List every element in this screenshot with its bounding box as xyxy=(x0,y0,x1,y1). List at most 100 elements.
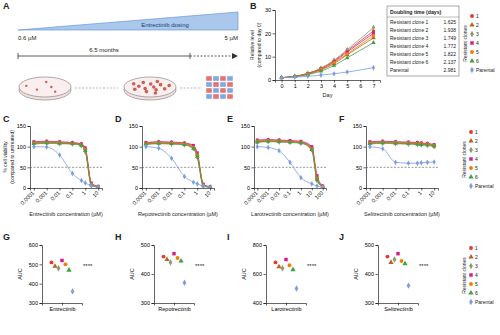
point xyxy=(394,141,397,147)
tick-mark xyxy=(323,188,324,191)
tick-label: 0 xyxy=(359,185,362,191)
tick: 0.0001 xyxy=(355,188,371,206)
point xyxy=(267,145,270,151)
tick-label: 0.0001 xyxy=(19,190,35,206)
tick: 0.001 xyxy=(370,188,384,204)
point xyxy=(315,177,320,181)
axis: 0.00010.0010.010.1110 xyxy=(131,188,214,206)
tick-label: 300 xyxy=(141,300,150,306)
legend-symbol xyxy=(469,246,473,250)
point xyxy=(416,142,419,145)
tick-label: 600 xyxy=(253,271,262,277)
point xyxy=(178,258,183,263)
series-line xyxy=(257,147,322,188)
series-line xyxy=(146,143,210,187)
point xyxy=(319,69,324,73)
point xyxy=(426,143,429,146)
panel-label: G xyxy=(3,232,10,242)
y-axis-title: (compared to untreated) xyxy=(9,130,15,184)
table-cell: Resistant clone 4 xyxy=(390,43,429,49)
tick-mark xyxy=(376,303,379,304)
tick-label: 0 xyxy=(247,185,250,191)
point xyxy=(192,146,195,152)
dish-arrow xyxy=(180,88,202,89)
legend-symbol xyxy=(469,263,473,269)
tick-mark xyxy=(140,126,143,127)
plate-well xyxy=(213,88,219,93)
legend-label: Parental xyxy=(475,299,494,305)
panel-label: D xyxy=(115,114,122,124)
tick-label: 300 xyxy=(29,300,38,306)
tick-mark xyxy=(146,188,147,191)
tick-mark xyxy=(268,188,269,191)
axis: 01234567 xyxy=(276,80,381,89)
point xyxy=(393,256,397,262)
point xyxy=(183,142,186,145)
point xyxy=(57,265,61,271)
cell xyxy=(141,81,145,85)
tick-label: 10 xyxy=(203,190,212,199)
tick-label: 1 xyxy=(294,83,297,89)
tick-label: 400 xyxy=(365,271,374,277)
series-line xyxy=(34,142,98,187)
point xyxy=(345,55,350,59)
tick-mark xyxy=(252,167,255,168)
plate-well xyxy=(220,76,226,81)
series-line xyxy=(146,147,210,188)
plate-well xyxy=(213,94,219,99)
plot-area xyxy=(50,259,75,295)
legend-label: 1 xyxy=(475,129,478,135)
point xyxy=(183,142,186,148)
point xyxy=(394,160,397,166)
tick-label: 50 xyxy=(132,165,138,171)
point xyxy=(209,184,212,188)
point xyxy=(267,139,270,145)
legend-label: Parental xyxy=(475,183,494,189)
tick: 400 xyxy=(29,281,42,287)
point xyxy=(420,142,423,145)
axis: 300400500600 xyxy=(29,242,43,306)
tick: 10 xyxy=(203,188,212,198)
legend-symbol xyxy=(470,14,474,18)
tick-label: Entrectinib xyxy=(50,306,76,312)
point xyxy=(277,148,280,154)
legend-label: 5 xyxy=(476,49,479,55)
tick-mark xyxy=(252,188,255,189)
tick: 0 xyxy=(23,185,30,191)
point xyxy=(293,73,296,79)
point xyxy=(306,73,309,79)
legend-symbol xyxy=(469,183,473,189)
tick-label: 50 xyxy=(244,165,250,171)
tick-mark xyxy=(85,188,86,191)
tick: 20 xyxy=(265,31,275,37)
tick: 7 xyxy=(372,80,375,89)
tick: 500 xyxy=(365,242,378,248)
tick: 150 xyxy=(129,123,142,129)
point xyxy=(416,142,419,148)
cell xyxy=(167,84,171,88)
point xyxy=(432,144,435,147)
timeline xyxy=(18,56,190,57)
point xyxy=(381,146,384,152)
point xyxy=(426,160,429,166)
plate-well xyxy=(220,88,226,93)
tick: 10 xyxy=(427,188,436,198)
tick: 0 xyxy=(135,185,142,191)
table-cell: Resistant clone 6 xyxy=(390,59,429,65)
series-line xyxy=(257,141,322,187)
point xyxy=(381,140,384,143)
cell xyxy=(159,83,163,87)
point xyxy=(432,144,437,148)
legend-symbol xyxy=(470,50,474,54)
axis-line xyxy=(264,246,267,304)
tick-mark xyxy=(152,274,155,275)
point xyxy=(394,141,397,144)
chart: 010203001234567 xyxy=(265,7,381,89)
point xyxy=(381,141,384,144)
point xyxy=(407,142,410,145)
point xyxy=(44,140,49,144)
axis-line xyxy=(364,127,367,189)
legend-label: 5 xyxy=(475,165,478,171)
tick-label: 10 xyxy=(91,190,100,199)
axis: 300400500 xyxy=(365,242,379,306)
